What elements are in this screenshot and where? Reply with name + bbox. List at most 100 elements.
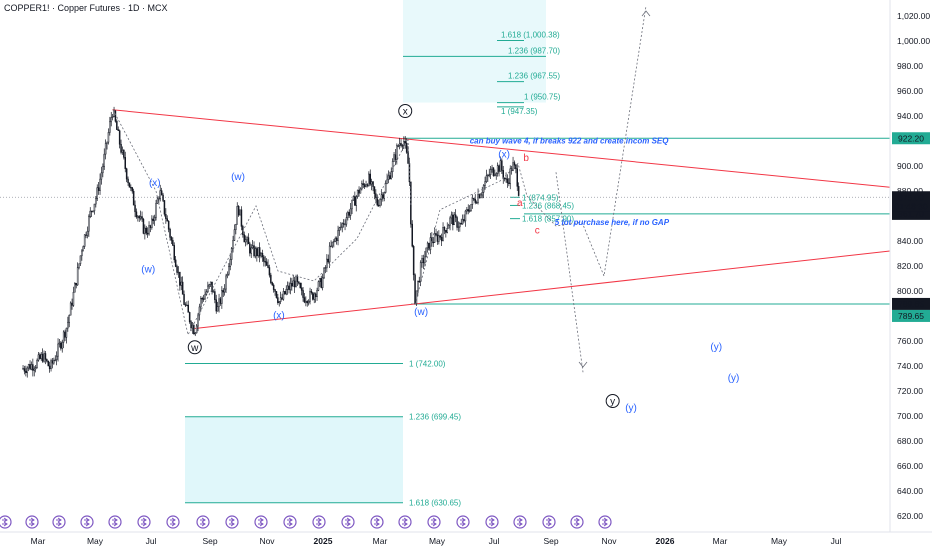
candle-body [335,238,338,241]
candle-body [247,237,250,245]
candle-body [249,243,251,254]
candle-body [506,178,509,184]
wave-circle [398,104,413,118]
candle-body [36,360,38,368]
wave-circle [187,340,202,355]
event-marker-icon[interactable] [283,515,297,529]
event-marker-icon[interactable] [427,515,441,529]
candle-body [303,297,306,303]
candle-body [362,183,364,185]
candle-body [345,217,348,225]
event-marker-icon[interactable] [570,515,584,529]
candle-body [481,191,483,196]
candle-body [396,145,398,160]
wave-path-bullish [526,5,647,278]
candle-body [93,203,96,212]
candle-body [230,248,233,260]
wave-path-history [112,109,412,336]
wave-sub-label: c [535,226,540,237]
candle-body [30,364,33,370]
event-marker-icon[interactable] [598,515,612,529]
candle-body [368,173,370,186]
event-marker-icon[interactable] [52,515,66,529]
candle-body [327,258,329,263]
candle-body [358,189,360,194]
lower-trendline [194,250,891,329]
candle-body [285,289,287,295]
candle-body [414,274,416,305]
candle-body [347,212,349,218]
time-tick-label: May [429,536,446,546]
event-marker-glyph [460,517,466,527]
candle-body [309,290,311,302]
candle-body [102,166,104,174]
candle-body [342,223,345,225]
event-marker-icon[interactable] [225,515,239,529]
event-marker-icon[interactable] [456,515,470,529]
candle-body [344,223,346,226]
candle-body [513,162,516,166]
event-marker-glyph [431,517,437,527]
event-marker-icon[interactable] [25,515,39,529]
event-marker-icon[interactable] [542,515,556,529]
event-marker-icon[interactable] [254,515,268,529]
wave-label: (x) [498,149,510,160]
time-tick-label: Nov [601,536,617,546]
candle-body [72,291,75,306]
candle-body [459,223,461,228]
candle-body [103,153,105,167]
candle-body [181,281,184,295]
candle-body [495,173,497,176]
candle-body [373,186,376,194]
candle-body [452,214,454,226]
candle-body [503,177,506,180]
event-marker-icon[interactable] [370,515,384,529]
candle-body [379,199,381,206]
candle-body [401,145,404,147]
event-marker-glyph [602,517,608,527]
candle-body [212,291,215,293]
candle-body [127,178,129,183]
candle-body [505,178,507,180]
candle-body [272,284,275,290]
event-marker-icon[interactable] [485,515,499,529]
event-marker-icon[interactable] [0,515,12,529]
time-tick-label: Mar [373,536,388,546]
candle-body [39,354,41,359]
event-marker-icon[interactable] [166,515,180,529]
candle-body [46,359,48,362]
candle-body [173,245,175,261]
candle-body [377,204,380,207]
candle-body [75,282,77,286]
candle-body [271,282,273,286]
event-marker-icon[interactable] [398,515,412,529]
candle-body [244,239,247,243]
candle-body [79,255,82,265]
candle-body [321,277,324,288]
event-marker-icon[interactable] [513,515,527,529]
candle-body [398,143,401,146]
wave-path-recent [414,162,528,305]
candle-body [468,210,471,212]
event-marker-glyph [258,517,264,527]
event-marker-icon[interactable] [137,515,151,529]
fib-label: 1 (742.00) [409,360,446,369]
candle-body [99,178,101,191]
event-marker-icon[interactable] [341,515,355,529]
candle-body [216,306,219,312]
candle-body [515,164,517,170]
event-marker-icon[interactable] [196,515,210,529]
event-marker-icon[interactable] [312,515,326,529]
event-marker-icon[interactable] [108,515,122,529]
candle-body [435,233,437,236]
time-tick-label: Jul [831,536,842,546]
candle-body [334,238,336,242]
candle-body [107,132,110,143]
candle-body [96,187,98,199]
candle-body [509,168,511,184]
time-tick-label: Jul [489,536,500,546]
candle-body [256,248,258,257]
event-marker-icon[interactable] [80,515,94,529]
